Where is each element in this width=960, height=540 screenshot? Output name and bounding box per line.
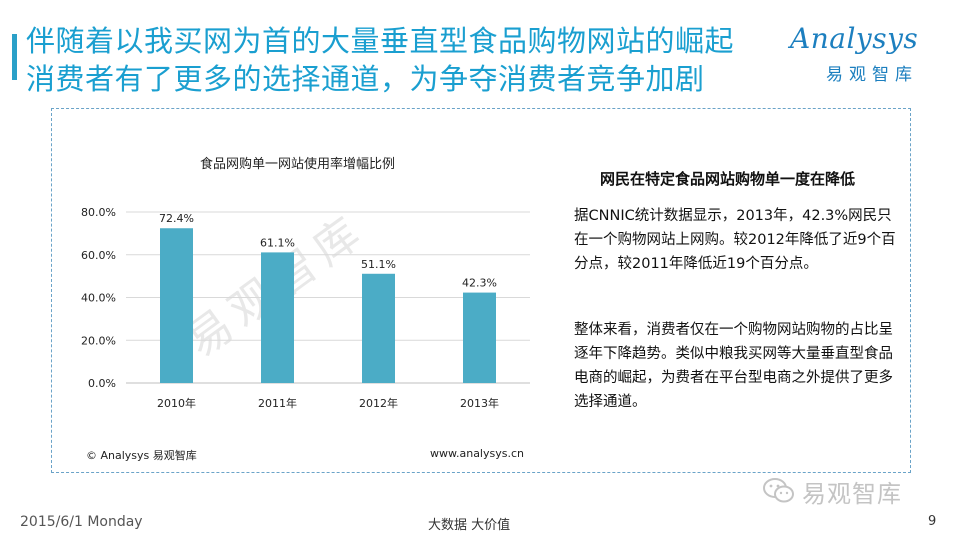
y-tick-label: 20.0%: [81, 334, 116, 347]
data-label: 61.1%: [260, 236, 295, 249]
data-label: 72.4%: [159, 212, 194, 225]
source-website: www.analysys.cn: [430, 447, 524, 460]
y-tick-label: 80.0%: [81, 206, 116, 219]
logo-subtitle: 易观智库: [826, 65, 918, 85]
bar-2013年: [463, 292, 496, 383]
source-copyright: © Analysys 易观智库: [86, 449, 197, 462]
side-heading: 网民在特定食品网站购物单一度在降低: [600, 170, 856, 188]
wechat-icon: [763, 478, 794, 503]
data-label: 42.3%: [462, 277, 497, 290]
x-tick-label: 2013年: [460, 396, 499, 410]
x-tick-label: 2011年: [258, 396, 297, 410]
page-number: 9: [928, 514, 937, 529]
bar-2011年: [261, 252, 294, 383]
bar-2010年: [160, 228, 193, 383]
y-tick-label: 0.0%: [88, 377, 116, 390]
x-tick-label: 2012年: [359, 396, 398, 410]
slide-title: 伴随着以我买网为首的大量垂直型食品购物网站的崛起 消费者有了更多的选择通道，为争…: [26, 22, 806, 98]
bar-chart: 0.0% 20.0% 40.0% 60.0% 80.0% 72.4% 2010年 61.1% 2…: [81, 206, 530, 410]
slide-title-line-1: 伴随着以我买网为首的大量垂直型食品购物网站的崛起: [26, 24, 735, 58]
data-label: 51.1%: [361, 258, 396, 271]
logo-brand: Analysys: [790, 22, 919, 55]
content-panel: [51, 108, 911, 473]
y-tick-label: 60.0%: [81, 249, 116, 262]
wechat-label: 易观智库: [802, 479, 902, 508]
footer-date: 2015/6/1 Monday: [20, 514, 143, 530]
title-accent-bar: [12, 34, 17, 80]
side-paragraph-2: 整体来看，消费者仅在一个购物网站购物的占比呈逐年下降趋势。类似中粮我买网等大量垂…: [574, 322, 893, 410]
slide-title-line-2: 消费者有了更多的选择通道，为争夺消费者竞争加剧: [26, 62, 705, 96]
x-tick-label: 2010年: [157, 396, 196, 410]
footer-slogan: 大数据 大价值: [428, 518, 511, 533]
y-tick-label: 40.0%: [81, 292, 116, 305]
analysys-logo: Analysys 易观智库: [790, 22, 950, 92]
bar-2012年: [362, 273, 395, 383]
wechat-badge: 易观智库: [762, 476, 902, 508]
chart-title: 食品网购单一网站使用率增幅比例: [200, 157, 396, 172]
side-paragraph-1: 据CNNIC统计数据显示，2013年，42.3%网民只在一个购物网站上网购。较2…: [574, 208, 896, 272]
